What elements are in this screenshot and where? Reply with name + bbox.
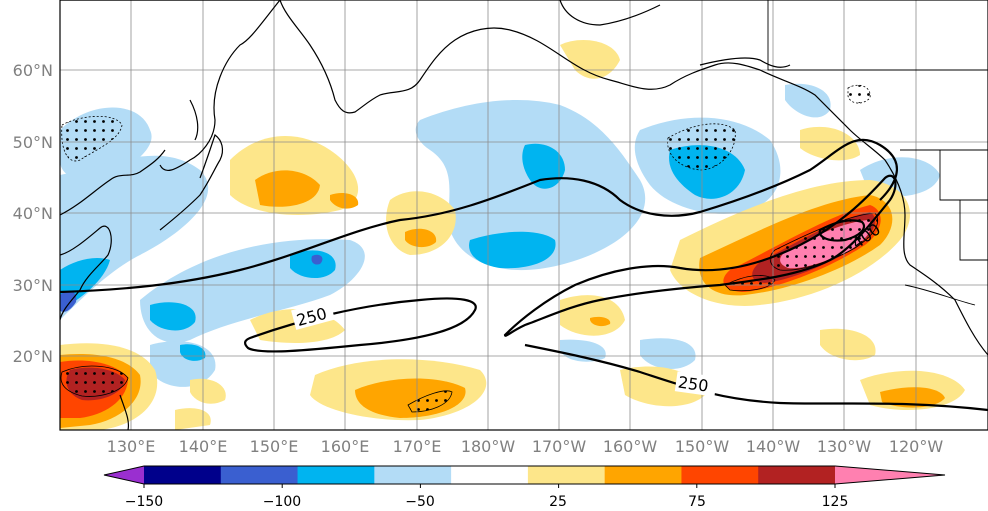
colorbar-label-minus-50: −50 xyxy=(405,494,435,510)
colorbar-segment xyxy=(297,466,375,484)
lat-label-20n: 20°N xyxy=(13,347,53,366)
colorbar-segment xyxy=(758,466,836,484)
colorbar-extend-high xyxy=(835,466,945,484)
lon-label-170e: 170°E xyxy=(393,437,442,456)
lon-label-170w: 170°W xyxy=(532,437,587,456)
colorbar-extend-low xyxy=(104,466,144,484)
lon-label-140e: 140°E xyxy=(179,437,228,456)
political-borders xyxy=(767,0,988,306)
lat-label-60n: 60°N xyxy=(13,61,53,80)
negative-anomaly-medium xyxy=(60,143,745,361)
colorbar xyxy=(103,465,946,488)
lon-label-130e: 130°E xyxy=(107,437,156,456)
colorbar-segment xyxy=(451,466,529,484)
map-frame xyxy=(59,0,988,431)
lon-label-130w: 130°W xyxy=(817,437,872,456)
latitude-labels: 60°N 50°N 40°N 30°N 20°N xyxy=(13,61,53,366)
lon-label-160e: 160°E xyxy=(321,437,370,456)
longitude-labels: 130°E 140°E 150°E 160°E 170°E 180°W 170°… xyxy=(107,437,944,456)
colorbar-label-minus-100: −100 xyxy=(263,494,301,510)
colorbar-segment xyxy=(144,466,222,484)
colorbar-label-25: 25 xyxy=(549,494,567,510)
lat-label-40n: 40°N xyxy=(13,204,53,223)
colorbar-segment xyxy=(374,466,452,484)
colorbar-segment xyxy=(527,466,606,484)
lon-label-150e: 150°E xyxy=(250,437,299,456)
lon-label-160w: 160°W xyxy=(603,437,658,456)
colorbar-label-125: 125 xyxy=(822,494,849,510)
contour-label-250-east: 250 xyxy=(677,373,710,396)
lon-label-180w: 180°W xyxy=(461,437,516,456)
colorbar-segment xyxy=(220,466,299,484)
lon-label-150w: 150°W xyxy=(675,437,730,456)
contour-lines xyxy=(60,138,988,412)
lat-label-30n: 30°N xyxy=(13,276,53,295)
lat-label-50n: 50°N xyxy=(13,133,53,152)
map-panel: 250 250 400 xyxy=(60,0,988,430)
colorbar-tick-labels: −150 −100 −50 25 75 125 xyxy=(125,494,849,510)
gridlines xyxy=(60,0,988,430)
colorbar-segment xyxy=(681,466,759,484)
coastlines xyxy=(60,0,988,430)
colorbar-label-75: 75 xyxy=(688,494,706,510)
lon-label-140w: 140°W xyxy=(746,437,801,456)
colorbar-label-minus-150: −150 xyxy=(125,494,163,510)
colorbar-segment xyxy=(604,466,682,484)
lon-label-120w: 120°W xyxy=(889,437,944,456)
negative-anomaly-strong xyxy=(60,254,323,312)
